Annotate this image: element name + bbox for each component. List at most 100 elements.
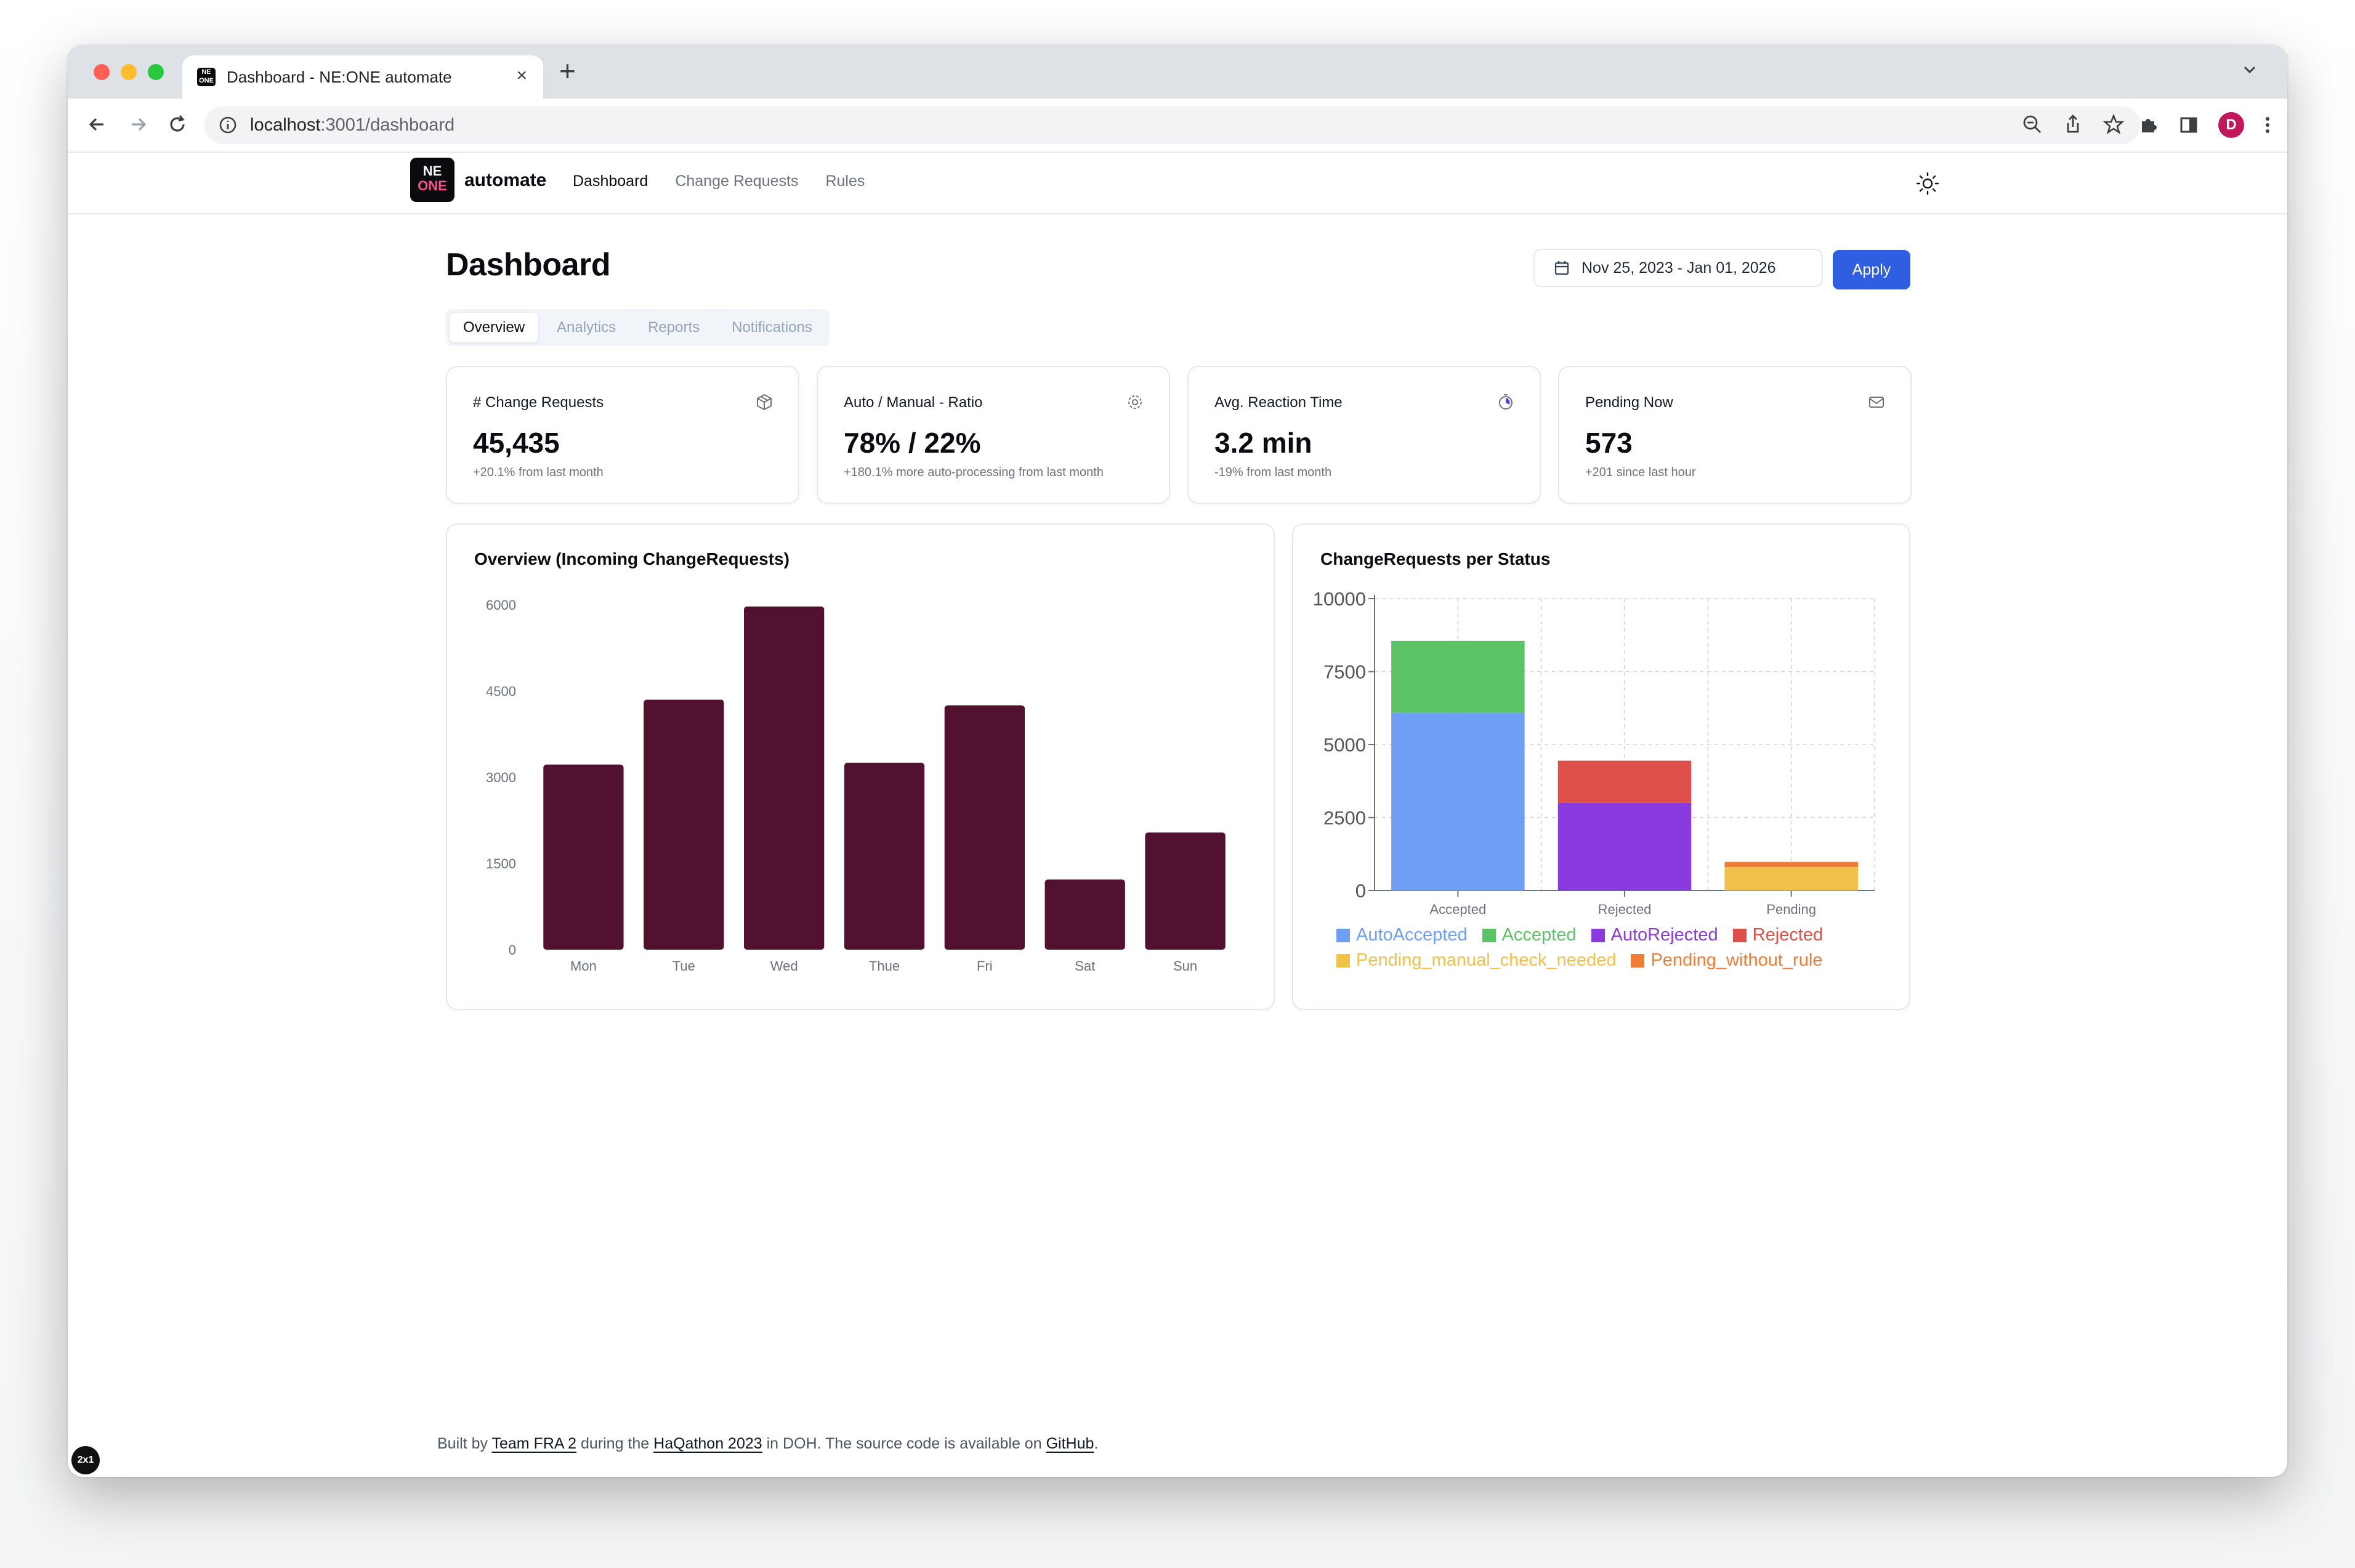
legend-label: Pending_manual_check_needed bbox=[1356, 950, 1617, 970]
chart-title: ChangeRequests per Status bbox=[1320, 549, 1551, 568]
overview-chart-card: Overview (Incoming ChangeRequests) 0 1500… bbox=[446, 523, 1275, 1010]
tab-title: Dashboard - NE:ONE automate bbox=[227, 67, 452, 86]
kpi-card-auto-manual-ratio: Auto / Manual - Ratio 78% / 22% +180.1% … bbox=[817, 366, 1170, 504]
minimize-window-button[interactable] bbox=[121, 64, 137, 80]
page-title: Dashboard bbox=[446, 247, 611, 283]
x-tick-label: Mon bbox=[570, 958, 597, 974]
apply-button[interactable]: Apply bbox=[1833, 250, 1910, 289]
x-tick-label: Sun bbox=[1173, 958, 1197, 974]
bar-segment-rejected[interactable] bbox=[1557, 761, 1692, 803]
bar-wed[interactable] bbox=[744, 606, 825, 950]
tab-strip: NE ONE Dashboard - NE:ONE automate × + bbox=[68, 46, 2287, 99]
dev-badge[interactable]: 2x1 bbox=[71, 1446, 100, 1474]
kpi-subtext: +20.1% from last month bbox=[473, 466, 604, 479]
extensions-puzzle-icon[interactable] bbox=[2137, 114, 2159, 136]
bar-fri[interactable] bbox=[944, 705, 1025, 950]
team-link[interactable]: Team FRA 2 bbox=[491, 1435, 577, 1452]
gear-icon bbox=[1128, 395, 1142, 409]
nav-change-requests[interactable]: Change Requests bbox=[675, 172, 799, 190]
browser-tab[interactable]: NE ONE Dashboard - NE:ONE automate × bbox=[182, 55, 543, 99]
y-tick-label: 6000 bbox=[486, 597, 516, 613]
browser-window: NE ONE Dashboard - NE:ONE automate × + l… bbox=[68, 46, 2287, 1477]
x-tick-label: Pending bbox=[1766, 902, 1816, 917]
github-link[interactable]: GitHub bbox=[1046, 1435, 1094, 1452]
legend-swatch bbox=[1336, 928, 1350, 942]
profile-avatar[interactable]: D bbox=[2218, 112, 2244, 138]
y-tick-label: 1500 bbox=[486, 856, 516, 871]
bar-segment-autorejected[interactable] bbox=[1557, 802, 1692, 891]
chevron-down-icon[interactable] bbox=[2240, 60, 2259, 79]
close-window-button[interactable] bbox=[94, 64, 110, 80]
hackathon-link[interactable]: HaQathon 2023 bbox=[653, 1435, 762, 1452]
kpi-subtext: -19% from last month bbox=[1214, 466, 1332, 479]
legend-swatch bbox=[1336, 953, 1350, 968]
kpi-label: # Change Requests bbox=[473, 394, 604, 411]
legend-item[interactable]: AutoAccepted bbox=[1336, 925, 1468, 945]
chart-title: Overview (Incoming ChangeRequests) bbox=[474, 549, 790, 568]
browser-toolbar: localhost:3001/dashboard D bbox=[68, 99, 2287, 153]
bar-segment-autoaccepted[interactable] bbox=[1391, 712, 1525, 891]
y-tick-label: 3000 bbox=[486, 770, 516, 785]
bar-segment-pending_manual_check_needed[interactable] bbox=[1724, 867, 1858, 891]
tab-overview[interactable]: Overview bbox=[450, 313, 539, 342]
y-tick-label: 0 bbox=[509, 942, 516, 958]
logo[interactable]: NE ONE bbox=[410, 158, 454, 202]
legend-item[interactable]: Pending_without_rule bbox=[1631, 950, 1822, 971]
zoom-icon[interactable] bbox=[2021, 113, 2043, 135]
tab-reports[interactable]: Reports bbox=[648, 319, 700, 336]
kpi-subtext: +180.1% more auto-processing from last m… bbox=[844, 466, 1104, 479]
legend-item[interactable]: Pending_manual_check_needed bbox=[1336, 950, 1616, 971]
brand-name[interactable]: automate bbox=[464, 170, 547, 190]
package-icon bbox=[757, 394, 772, 411]
legend-swatch bbox=[1591, 928, 1605, 942]
calendar-icon bbox=[1554, 261, 1569, 275]
kebab-menu-icon[interactable] bbox=[2263, 114, 2272, 136]
maximize-window-button[interactable] bbox=[148, 64, 164, 80]
reload-icon[interactable] bbox=[165, 112, 190, 137]
main-nav: Dashboard Change Requests Rules bbox=[573, 172, 865, 190]
tab-analytics[interactable]: Analytics bbox=[557, 319, 616, 336]
kpi-card-pending-now: Pending Now 573 +201 since last hour bbox=[1558, 366, 1912, 504]
legend-swatch bbox=[1631, 953, 1645, 968]
x-tick-label: Rejected bbox=[1598, 902, 1652, 917]
kpi-label: Auto / Manual - Ratio bbox=[844, 394, 983, 411]
y-tick-label: 0 bbox=[1355, 880, 1366, 902]
bar-segment-accepted[interactable] bbox=[1391, 641, 1525, 713]
legend-label: AutoRejected bbox=[1610, 925, 1718, 945]
back-arrow-icon[interactable] bbox=[85, 112, 110, 137]
share-icon[interactable] bbox=[2062, 113, 2084, 135]
kpi-card-reaction-time: Avg. Reaction Time 3.2 min -19% from las… bbox=[1187, 366, 1541, 504]
sun-icon[interactable] bbox=[1915, 171, 1940, 196]
x-tick-label: Thue bbox=[869, 958, 900, 974]
bar-tue[interactable] bbox=[644, 700, 724, 950]
x-tick-label: Accepted bbox=[1429, 902, 1486, 917]
tab-close-icon[interactable]: × bbox=[516, 65, 527, 86]
bar-segment-pending_without_rule[interactable] bbox=[1724, 862, 1858, 868]
status-chart-card: ChangeRequests per Status 0 2500 5000 7500 1… bbox=[1292, 523, 1910, 1010]
bar-thue[interactable] bbox=[844, 762, 925, 950]
dashboard-tabs: Overview Analytics Reports Notifications bbox=[446, 309, 830, 346]
kpi-label: Pending Now bbox=[1585, 394, 1673, 411]
bar-mon[interactable] bbox=[543, 764, 624, 950]
date-range-picker[interactable]: Nov 25, 2023 - Jan 01, 2026 bbox=[1533, 249, 1823, 287]
url-text[interactable]: localhost:3001/dashboard bbox=[250, 115, 455, 135]
legend-item[interactable]: Accepted bbox=[1482, 925, 1577, 945]
forward-arrow-icon[interactable] bbox=[126, 112, 150, 137]
nav-dashboard[interactable]: Dashboard bbox=[573, 172, 648, 190]
legend-item[interactable]: Rejected bbox=[1732, 925, 1824, 945]
site-info-icon[interactable] bbox=[218, 115, 238, 135]
x-tick-label: Fri bbox=[977, 958, 993, 974]
footer: Built by Team FRA 2 during the HaQathon … bbox=[437, 1435, 1099, 1452]
y-tick-label: 4500 bbox=[486, 684, 516, 699]
bar-sat[interactable] bbox=[1044, 879, 1125, 950]
tab-notifications[interactable]: Notifications bbox=[732, 319, 812, 336]
nav-rules[interactable]: Rules bbox=[825, 172, 865, 190]
new-tab-button[interactable]: + bbox=[559, 55, 576, 87]
legend-item[interactable]: AutoRejected bbox=[1591, 925, 1718, 945]
side-panel-icon[interactable] bbox=[2178, 114, 2200, 136]
legend-label: Pending_without_rule bbox=[1650, 950, 1823, 970]
bookmark-star-icon[interactable] bbox=[2103, 113, 2125, 135]
address-bar[interactable]: localhost:3001/dashboard bbox=[204, 106, 2141, 144]
bar-sun[interactable] bbox=[1145, 832, 1226, 950]
legend-label: Rejected bbox=[1752, 925, 1824, 945]
